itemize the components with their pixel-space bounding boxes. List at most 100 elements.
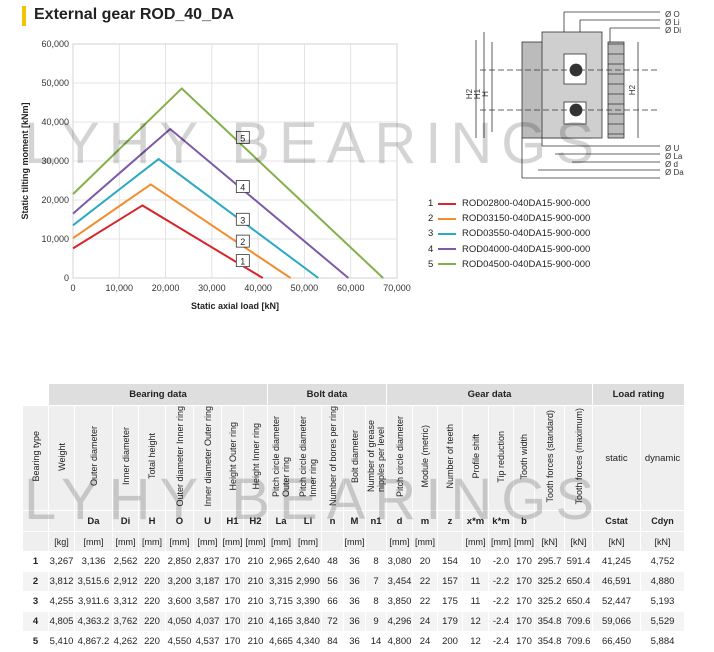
table-cell: 650.4 — [564, 591, 593, 612]
table-cell: 4,165 — [267, 611, 295, 632]
table-cell: 591.4 — [564, 551, 593, 572]
column-header: Profile shift — [462, 405, 489, 511]
table-cell: 175 — [437, 591, 463, 612]
column-unit: [mm] — [294, 531, 322, 552]
series-label-1: 1 — [235, 254, 250, 268]
y-axis-label: Static tilting moment [kNm] — [20, 102, 30, 219]
table-cell: 2 — [22, 571, 49, 592]
series-label-3: 3 — [235, 212, 250, 226]
column-header-text: Pitch circle diameter Inner ring — [298, 415, 318, 498]
column-header: Outer diameter Inner ring — [165, 405, 194, 511]
table-cell: 709.6 — [564, 631, 593, 652]
column-header: static — [592, 405, 641, 511]
svg-text:4: 4 — [240, 183, 245, 193]
series-line-5 — [72, 87, 384, 279]
table-cell: 24 — [412, 611, 438, 632]
table-cell: 3,136 — [74, 551, 113, 572]
unit-row: [kg] [mm] [mm] [mm] [mm] [mm] [mm] [mm] [mm] [mm]… — [22, 531, 685, 552]
legend-label: ROD03150-040DA15-900-000 — [462, 213, 591, 225]
column-symbol: Cstat — [592, 510, 641, 532]
column-header-text: Tip reduction — [496, 430, 506, 483]
table-cell: -2.4 — [488, 631, 514, 652]
table-cell: -2.4 — [488, 611, 514, 632]
table-cell: 4,262 — [112, 631, 139, 652]
column-symbol: n — [321, 510, 344, 532]
table-cell: 4,550 — [165, 631, 194, 652]
table-cell: 3,850 — [386, 591, 413, 612]
column-header: Number of grease nipples per level — [365, 405, 387, 511]
table-cell: 2,912 — [112, 571, 139, 592]
column-unit: [mm] — [243, 531, 268, 552]
table-cell: 41,245 — [592, 551, 641, 572]
legend-number: 1 — [428, 198, 434, 210]
group-gear-data: Gear data — [386, 383, 593, 406]
x-tick-label: 60,000 — [337, 283, 365, 293]
table-cell: 2,850 — [165, 551, 194, 572]
table-row: 2 3,812 3,515.6 2,912 220 3,200 3,187 170 210 3,3… — [22, 571, 685, 592]
legend-swatch — [438, 217, 456, 220]
column-unit — [321, 531, 344, 552]
table-cell: 179 — [437, 611, 463, 632]
column-symbol: Cdyn — [640, 510, 685, 532]
table-cell: 56 — [321, 571, 344, 592]
table-cell: 220 — [138, 631, 166, 652]
column-symbol — [564, 510, 593, 532]
column-header: Number of bores per ring — [321, 405, 344, 511]
x-tick-label: 50,000 — [291, 283, 319, 293]
x-axis-label: Static axial load [kN] — [191, 301, 279, 311]
table-cell: 4,363.2 — [74, 611, 113, 632]
legend-swatch — [438, 263, 456, 266]
column-header: Bolt diameter — [343, 405, 366, 511]
series-line-3 — [72, 157, 319, 279]
table-cell: 84 — [321, 631, 344, 652]
chart-legend: 1 ROD02800-040DA15-900-000 2 ROD03150-040DA… — [428, 196, 590, 272]
column-symbol: H2 — [243, 510, 268, 532]
column-header-text: Outer diameter Inner ring — [174, 406, 185, 507]
column-header-text: Number of teeth — [445, 424, 455, 489]
legend-swatch — [438, 248, 456, 251]
dim-label: Ø d — [665, 160, 678, 169]
y-tick-label: 0 — [64, 273, 69, 283]
table-cell: 2,562 — [112, 551, 139, 572]
table-cell: 10 — [462, 551, 489, 572]
y-tick-label: 40,000 — [41, 117, 69, 127]
dim-label: Ø O — [665, 10, 680, 19]
column-header-text: Tooth forces (standard) — [544, 410, 555, 503]
legend-number: 5 — [428, 258, 434, 270]
column-symbol: d — [386, 510, 413, 532]
column-header-text: Pitch circle diameter Outer ring — [271, 415, 291, 498]
legend-item: 2 ROD03150-040DA15-900-000 — [428, 211, 590, 226]
table-cell: 3,200 — [165, 571, 194, 592]
column-header-text: Weight — [56, 442, 67, 471]
dim-label: Ø Di — [665, 26, 681, 35]
table-cell: -2.2 — [488, 591, 514, 612]
dim-label: H2 — [465, 88, 474, 99]
x-tick-label: 0 — [70, 283, 75, 293]
table-cell: 3,080 — [386, 551, 413, 572]
table-cell: 3,812 — [48, 571, 75, 592]
column-unit: [mm] — [74, 531, 113, 552]
column-header: Total height — [138, 405, 166, 511]
table-cell: 4,665 — [267, 631, 295, 652]
table-cell: 72 — [321, 611, 344, 632]
table-cell: 220 — [138, 571, 166, 592]
table-cell: 170 — [513, 611, 535, 632]
legend-number: 3 — [428, 228, 434, 240]
table-cell: 8 — [365, 591, 387, 612]
y-tick-label: 60,000 — [41, 39, 69, 49]
table-cell: 154 — [437, 551, 463, 572]
table-cell: 170 — [221, 611, 244, 632]
column-header: Bearing type — [22, 405, 49, 511]
column-header-text: Bearing type — [30, 431, 41, 482]
table-cell: 12 — [462, 631, 489, 652]
page-title: External gear ROD_40_DA — [34, 6, 235, 23]
column-symbol: m — [412, 510, 438, 532]
table-cell: 36 — [343, 611, 366, 632]
table-cell: -2.2 — [488, 571, 514, 592]
table-cell: 3,187 — [193, 571, 222, 592]
group-bolt-data: Bolt data — [267, 383, 387, 406]
column-header: Inner diameter — [112, 405, 139, 511]
table-cell: 4 — [22, 611, 49, 632]
column-unit — [365, 531, 387, 552]
column-unit — [22, 531, 49, 552]
